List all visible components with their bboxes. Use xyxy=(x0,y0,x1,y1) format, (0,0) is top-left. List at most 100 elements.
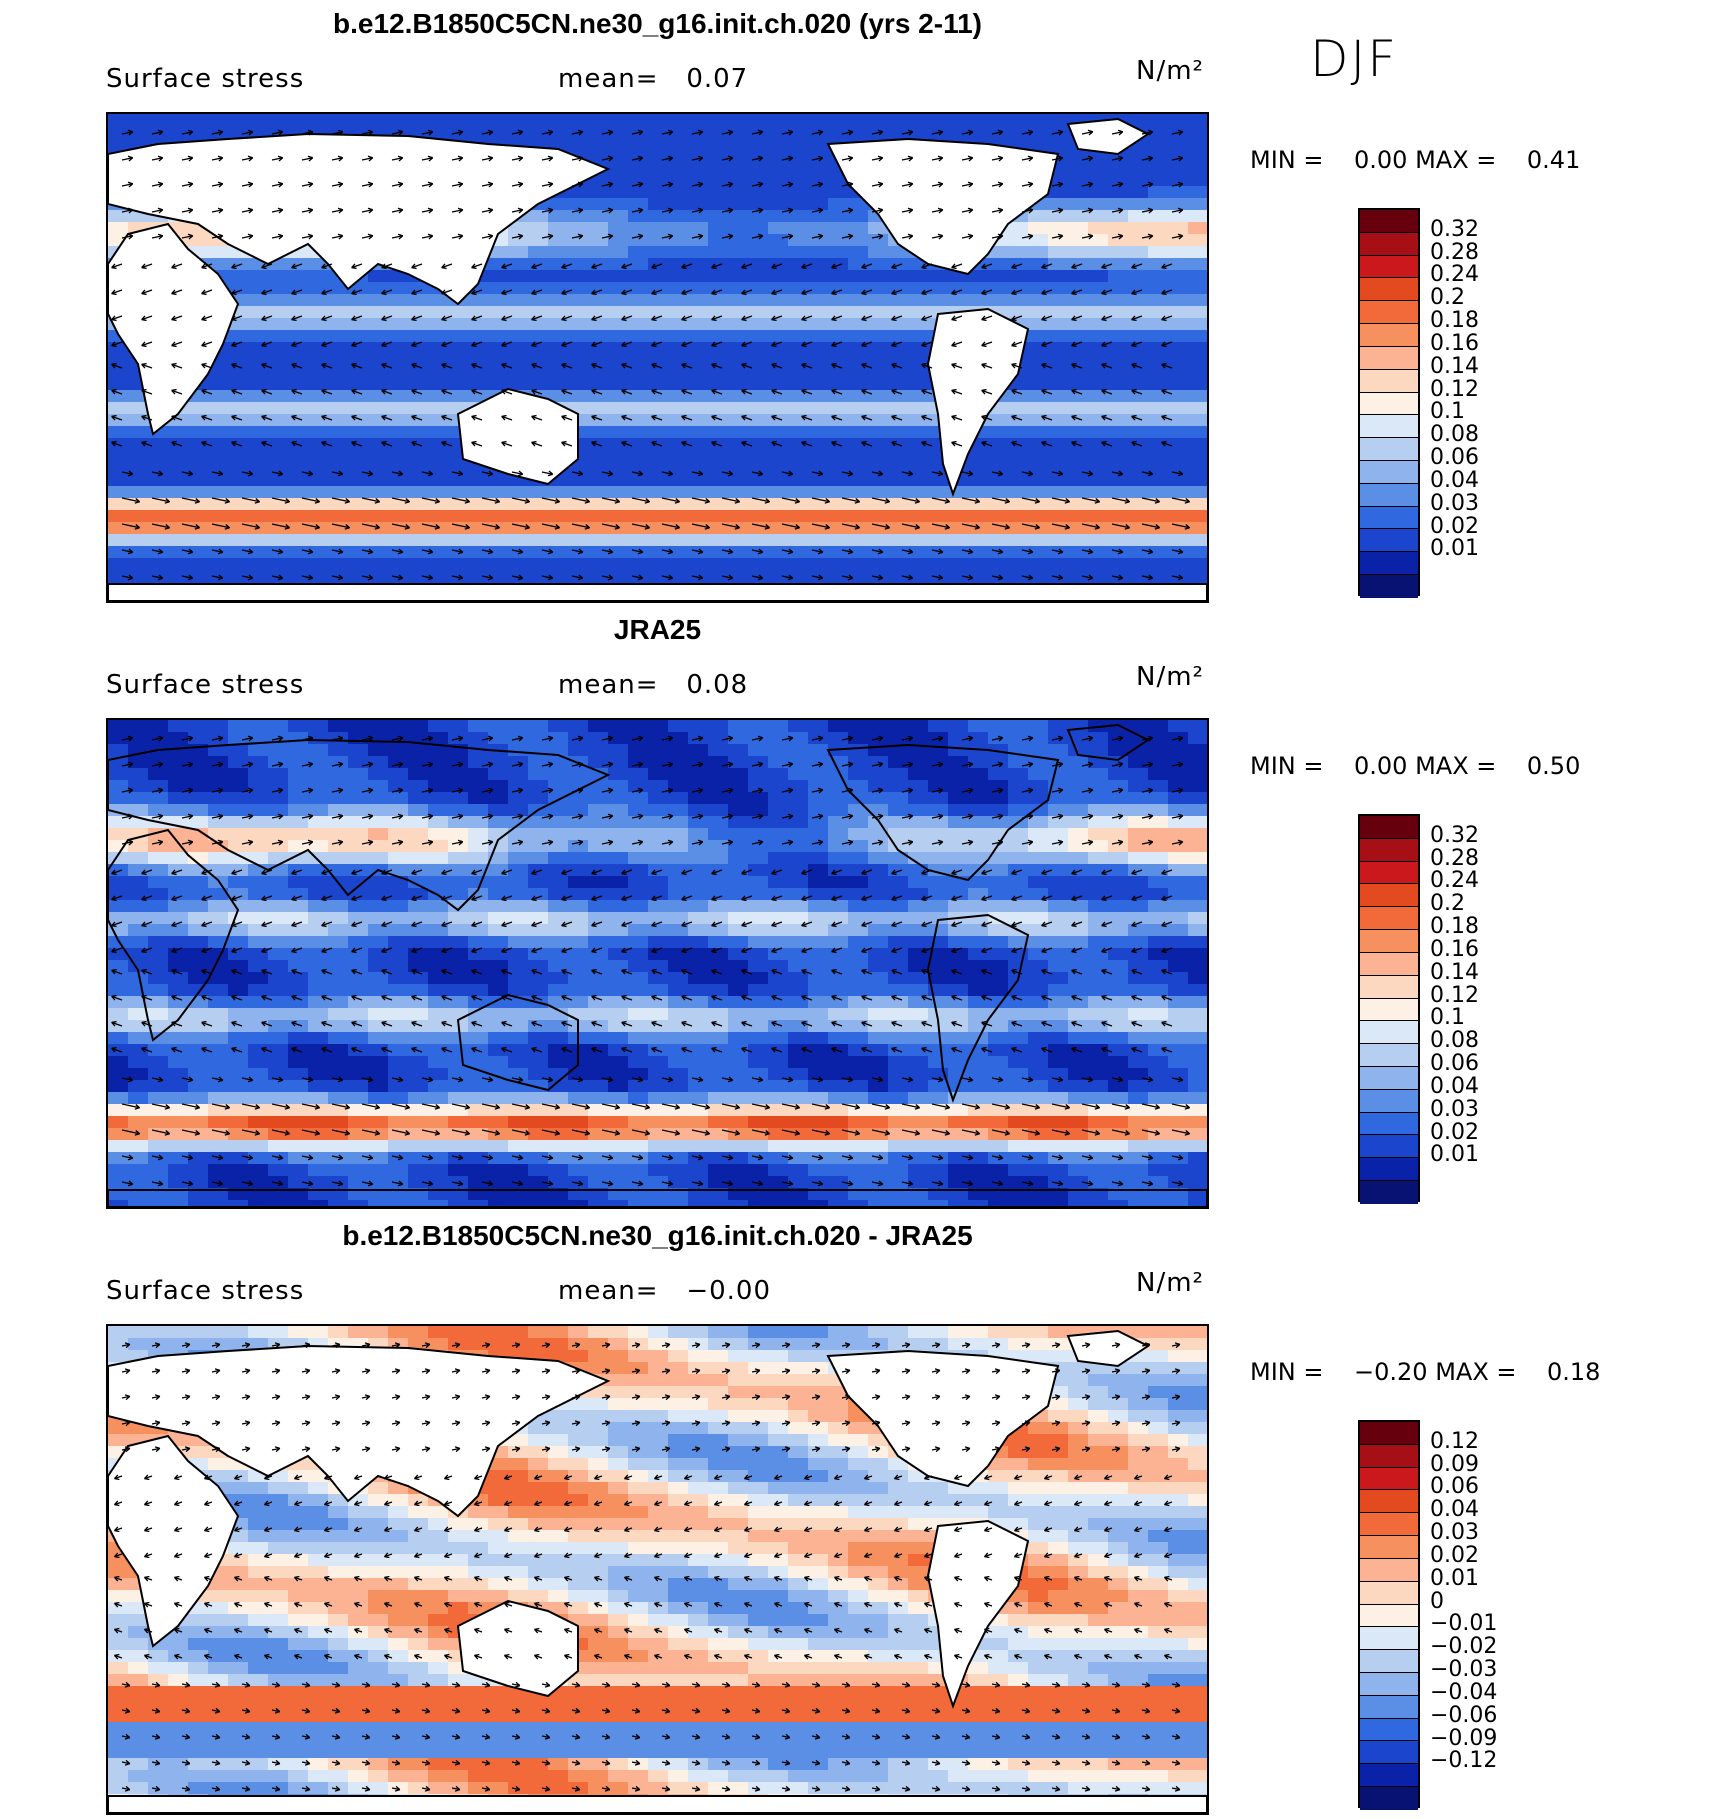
colorbar-swatch xyxy=(1360,1044,1418,1067)
colorbar-tick-label: −0.12 xyxy=(1430,1748,1498,1774)
colorbar-tick-label: −0.02 xyxy=(1430,1634,1498,1660)
min-max-readout: MIN = −0.20 MAX = 0.18 xyxy=(1250,1358,1601,1386)
colorbar-swatch xyxy=(1360,907,1418,931)
colorbar-tick-label: 0 xyxy=(1430,1588,1444,1614)
colorbar-swatch xyxy=(1360,1513,1418,1537)
colorbar-swatch xyxy=(1360,1467,1418,1491)
colorbar-tick-label: −0.09 xyxy=(1430,1725,1498,1751)
colorbar-swatch xyxy=(1360,278,1418,302)
colorbar-swatch xyxy=(1360,369,1418,393)
mean-value: 0.08 xyxy=(686,670,749,700)
colorbar-swatch xyxy=(1360,1490,1418,1514)
colorbar-swatch xyxy=(1360,552,1418,575)
colorbar-tick-label: 0.24 xyxy=(1430,868,1479,894)
colorbar-swatch xyxy=(1360,529,1418,553)
colorbar-tick-label: 0.03 xyxy=(1430,490,1479,516)
panel-model: b.e12.B1850C5CN.ne30_g16.init.ch.020 (yr… xyxy=(0,0,1710,606)
colorbar-swatch xyxy=(1360,1718,1418,1742)
colorbar-swatch xyxy=(1360,346,1418,370)
colorbar-swatch xyxy=(1360,930,1418,953)
colorbar-swatch xyxy=(1360,1422,1418,1445)
colorbar-tick-label: 0.06 xyxy=(1430,1474,1479,1500)
colorbar-tick-label: 0.06 xyxy=(1430,445,1479,471)
colorbar-tick-label: −0.03 xyxy=(1430,1657,1498,1683)
panel-diff: b.e12.B1850C5CN.ne30_g16.init.ch.020 - J… xyxy=(0,1212,1710,1818)
colorbar-tick-label: 0.2 xyxy=(1430,891,1465,917)
colorbar xyxy=(1358,1420,1420,1810)
map-plot xyxy=(106,112,1209,603)
colorbar-swatch xyxy=(1360,1672,1418,1696)
colorbar-swatch xyxy=(1360,255,1418,279)
colorbar-tick-label: 0.04 xyxy=(1430,1497,1479,1523)
colorbar-tick-label: −0.04 xyxy=(1430,1679,1498,1705)
map-field xyxy=(108,114,1207,601)
stress-vectors xyxy=(111,735,1191,1187)
colorbar-tick-label: 0.16 xyxy=(1430,330,1479,356)
colorbar-tick-label: 0.12 xyxy=(1430,1428,1479,1454)
map-field xyxy=(108,720,1207,1207)
colorbar-swatch xyxy=(1360,1066,1418,1090)
colorbar-tick-label: 0.02 xyxy=(1430,1119,1479,1145)
colorbar xyxy=(1358,814,1420,1204)
colorbar-tick-label: 0.1 xyxy=(1430,399,1465,425)
colorbar-tick-label: 0.32 xyxy=(1430,822,1479,848)
colorbar-tick-label: 0.04 xyxy=(1430,1073,1479,1099)
colorbar-tick-label: 0.01 xyxy=(1430,1142,1479,1168)
colorbar-tick-label: 0.1 xyxy=(1430,1005,1465,1031)
min-max-readout: MIN = 0.00 MAX = 0.50 xyxy=(1250,752,1581,780)
colorbar-tick-label: 0.32 xyxy=(1430,216,1479,242)
colorbar-swatch xyxy=(1360,861,1418,885)
mean-value: 0.07 xyxy=(686,64,749,94)
map-field xyxy=(108,1326,1207,1813)
stress-vectors xyxy=(113,1342,1181,1792)
panel-title: JRA25 xyxy=(613,614,702,645)
continents xyxy=(108,1329,1207,1813)
colorbar-swatch xyxy=(1360,1627,1418,1651)
colorbar-tick-label: 0.06 xyxy=(1430,1051,1479,1077)
mean-value: −0.00 xyxy=(686,1276,772,1306)
colorbar-tick-label: 0.24 xyxy=(1430,262,1479,288)
colorbar-tick-label: 0.28 xyxy=(1430,845,1479,871)
colorbar-swatch xyxy=(1360,838,1418,862)
continents xyxy=(108,723,1207,1207)
colorbar-swatch xyxy=(1360,1112,1418,1136)
colorbar-swatch xyxy=(1360,1558,1418,1582)
colorbar-tick-label: 0.16 xyxy=(1430,936,1479,962)
colorbar-swatch xyxy=(1360,460,1418,484)
colorbar-swatch xyxy=(1360,1444,1418,1468)
colorbar-tick-label: 0.01 xyxy=(1430,536,1479,562)
colorbar-swatch xyxy=(1360,438,1418,461)
colorbar-tick-label: 0.02 xyxy=(1430,1542,1479,1568)
colorbar-tick-label: 0.03 xyxy=(1430,1520,1479,1546)
colorbar-swatch xyxy=(1360,324,1418,347)
continents xyxy=(108,117,1207,601)
colorbar-swatch xyxy=(1360,1021,1418,1045)
colorbar-swatch xyxy=(1360,1604,1418,1628)
units-label: N/m² xyxy=(1136,1268,1204,1298)
colorbar-swatch xyxy=(1360,301,1418,325)
colorbar-swatch xyxy=(1360,952,1418,976)
colorbar-tick-label: 0.02 xyxy=(1430,513,1479,539)
colorbar-swatch xyxy=(1360,1089,1418,1113)
map-plot xyxy=(106,718,1209,1209)
colorbar-swatch xyxy=(1360,1650,1418,1673)
colorbar-tick-label: 0.18 xyxy=(1430,914,1479,940)
colorbar-tick-label: 0.12 xyxy=(1430,982,1479,1008)
colorbar-swatch xyxy=(1360,884,1418,908)
colorbar-swatch xyxy=(1360,1158,1418,1181)
colorbar-tick-label: 0.08 xyxy=(1430,1028,1479,1054)
map-plot xyxy=(106,1324,1209,1815)
colorbar-swatch xyxy=(1360,1181,1418,1204)
colorbar-tick-label: −0.01 xyxy=(1430,1611,1498,1637)
colorbar-tick-label: 0.28 xyxy=(1430,239,1479,265)
colorbar-swatch xyxy=(1360,1581,1418,1605)
mean-label: mean= −0.00 xyxy=(558,1276,772,1306)
variable-label: Surface stress xyxy=(106,64,305,94)
colorbar-swatch xyxy=(1360,232,1418,256)
panel-title: b.e12.B1850C5CN.ne30_g16.init.ch.020 - J… xyxy=(342,1220,973,1251)
variable-label: Surface stress xyxy=(106,670,305,700)
season-label: DJF xyxy=(1310,30,1399,88)
min-max-readout: MIN = 0.00 MAX = 0.41 xyxy=(1250,146,1581,174)
colorbar-tick-label: 0.08 xyxy=(1430,422,1479,448)
colorbar-tick-label: 0.12 xyxy=(1430,376,1479,402)
